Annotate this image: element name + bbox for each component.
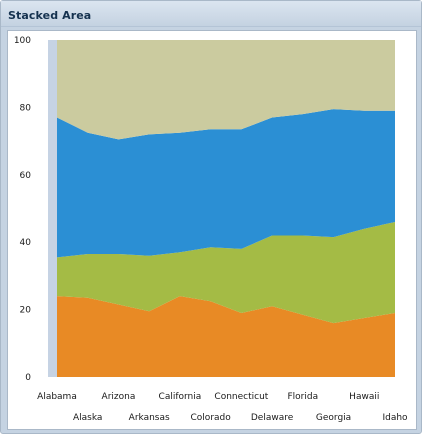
area-series-2 bbox=[57, 222, 395, 324]
x-tick-label: Delaware bbox=[251, 413, 294, 423]
y-tick-label: 100 bbox=[14, 36, 31, 46]
x-tick-label: Connecticut bbox=[214, 392, 268, 402]
y-tick-label: 80 bbox=[20, 103, 32, 113]
axis-strip bbox=[48, 40, 57, 377]
x-tick-label: Hawaii bbox=[349, 392, 379, 402]
y-tick-label: 60 bbox=[20, 171, 32, 181]
x-tick-label: California bbox=[159, 392, 202, 402]
area-series-1 bbox=[57, 296, 395, 377]
x-tick-label: Arizona bbox=[102, 392, 136, 402]
stacked-area-chart: 0 20 40 60 80 100 Alabama Alaska Arizona Arkansas… bbox=[14, 36, 408, 423]
x-tick-label: Alaska bbox=[73, 413, 102, 423]
area-series-3 bbox=[57, 109, 395, 258]
x-tick-label: Alabama bbox=[37, 392, 77, 402]
panel-titlebar: Stacked Area bbox=[1, 1, 421, 27]
x-tick-label: Colorado bbox=[191, 413, 232, 423]
x-tick-label: Georgia bbox=[316, 413, 351, 423]
chart-area: 0 20 40 60 80 100 Alabama Alaska Arizona Arkansas… bbox=[7, 30, 417, 430]
x-tick-label: Florida bbox=[288, 392, 319, 402]
y-tick-label: 0 bbox=[25, 373, 31, 383]
x-tick-label: Arkansas bbox=[129, 413, 170, 423]
x-tick-label: Idaho bbox=[382, 413, 408, 423]
area-series-4 bbox=[57, 40, 395, 140]
panel-title: Stacked Area bbox=[8, 9, 92, 22]
y-tick-label: 40 bbox=[20, 238, 32, 248]
y-tick-label: 20 bbox=[20, 306, 32, 316]
